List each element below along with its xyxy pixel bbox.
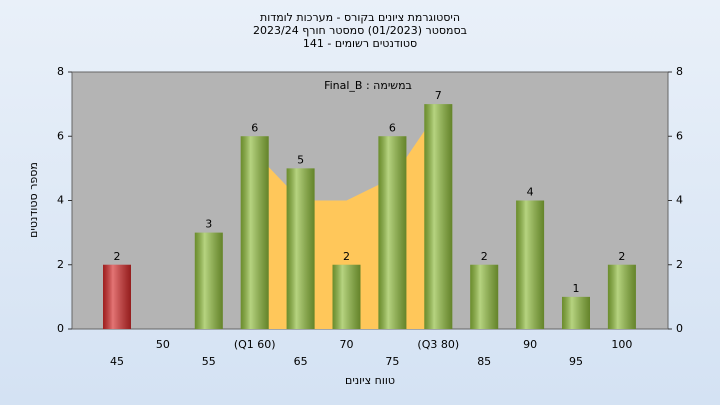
data-label: 5 [297,153,304,166]
x-tick-label: 75 [385,355,399,368]
data-label: 4 [527,186,534,199]
bar-shine [470,264,499,329]
x-tick-label: 55 [202,355,216,368]
bar-shine [378,136,407,329]
y2-tick-label: 2 [676,258,683,271]
y2-tick-label: 8 [676,65,683,78]
x-tick-label: 50 [156,338,170,351]
y-tick-label: 0 [57,322,64,335]
x-tick-label: 70 [340,338,354,351]
y-tick-label: 8 [57,65,64,78]
data-label: 7 [435,89,442,102]
x-tick-label: 85 [477,355,491,368]
x-tick-label: 100 [611,338,632,351]
y2-tick-label: 0 [676,322,683,335]
bar-shine [516,200,545,329]
data-label: 2 [481,250,488,263]
y2-tick-label: 6 [676,129,683,142]
data-label: 1 [573,282,580,295]
data-label: 2 [114,250,121,263]
x-axis-label: טווח ציונים [345,374,395,387]
x-tick-label: 45 [110,355,124,368]
annotation: Final_B : במשימה [324,79,412,92]
bar-shine [424,104,453,329]
title-line: בסמסטר (01/2023) סמסטר חורף 2023/24 [253,24,467,37]
x-tick-label: 95 [569,355,583,368]
bar-shine [332,264,361,329]
y-tick-label: 2 [57,258,64,271]
title-line: סטודנטים רשומים - 141 [303,37,417,50]
y-axis-label: מספר סטודנטים [27,162,40,238]
y2-tick-label: 4 [676,194,683,207]
data-label: 6 [251,121,258,134]
bar-shine [607,264,636,329]
title-line: היסטוגרמת ציונים בקורס - מערכות לומדות [260,11,460,24]
data-label: 2 [343,250,350,263]
y-tick-label: 4 [57,194,64,207]
y-tick-label: 6 [57,129,64,142]
bar-shine [103,264,131,329]
data-label: 3 [205,218,212,231]
x-tick-label: 90 [523,338,537,351]
bar-shine [194,232,223,329]
x-tick-label: 65 [294,355,308,368]
x-tick-label: (Q3 80) [417,338,459,351]
bar-shine [240,136,269,329]
x-tick-label: (Q1 60) [234,338,276,351]
data-label: 6 [389,121,396,134]
data-label: 2 [618,250,625,263]
bar-shine [562,296,590,329]
bar-shine [286,168,315,329]
